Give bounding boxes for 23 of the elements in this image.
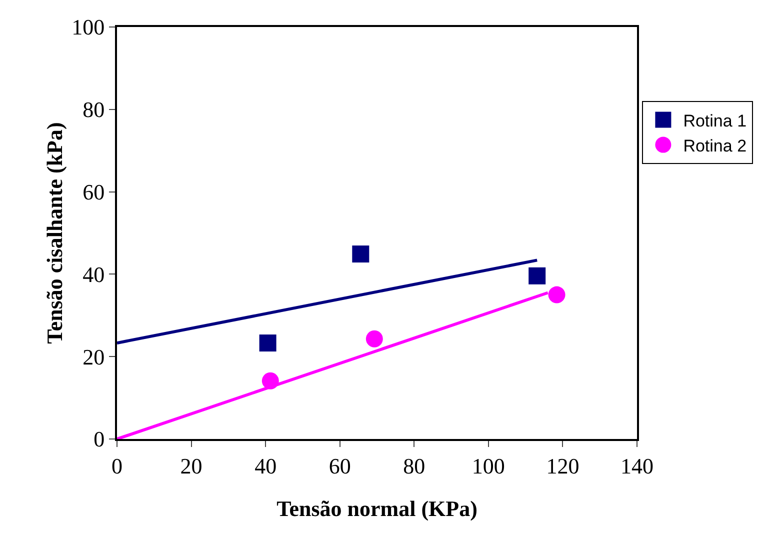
point	[548, 286, 566, 304]
x-tick-label: 100	[472, 453, 505, 478]
point	[366, 330, 383, 348]
x-tick-label: 120	[546, 453, 580, 478]
point	[352, 246, 370, 263]
y-tick-label: 100	[72, 14, 105, 40]
x-tick-label: 60	[328, 453, 351, 478]
x-tick-label: 40	[254, 453, 277, 478]
y-tick-label: 60	[82, 180, 105, 204]
y-tick-label: 20	[82, 344, 105, 370]
y-tick-label: 0	[94, 426, 105, 452]
x-tick-label: 0	[112, 453, 122, 478]
point	[259, 334, 276, 352]
y-axis-title: Tensão cisalhante (kPa)	[42, 122, 67, 344]
legend-label: Rotina 2	[683, 136, 747, 156]
y-tick-label: 40	[82, 262, 105, 287]
point	[528, 267, 546, 284]
x-tick-label: 140	[620, 453, 654, 478]
x-tick-label: 80	[403, 453, 426, 478]
x-tick-label: 20	[180, 453, 202, 478]
y-tick-label: 80	[82, 97, 105, 122]
legend-label: Rotina 1	[683, 111, 747, 130]
x-axis-title: Tensão normal (KPa)	[276, 496, 478, 521]
